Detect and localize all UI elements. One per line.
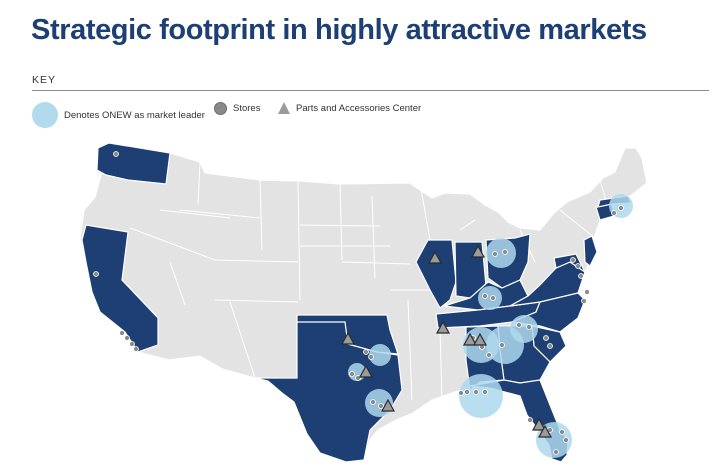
parts-center-florida-1	[531, 417, 547, 431]
store-dot	[526, 324, 532, 330]
store-dot	[584, 289, 590, 295]
parts-center-illinois	[427, 250, 443, 264]
parts-center-dallas	[358, 364, 374, 378]
parts-center-indiana	[470, 244, 486, 258]
leader-circle-georgia	[486, 326, 524, 364]
leader-circle-ohio	[486, 238, 516, 268]
parts-center-oklahoma	[340, 331, 356, 345]
store-dot	[378, 403, 384, 409]
store-dot	[563, 437, 569, 443]
store-dot	[355, 375, 361, 381]
store-dot	[482, 389, 488, 395]
legend-label-market-leader: Denotes ONEW as market leader	[64, 109, 205, 121]
legend-label-stores: Stores	[233, 103, 261, 114]
leader-circle-icon	[32, 102, 58, 128]
store-dot	[575, 263, 581, 269]
state-new-jersey	[583, 235, 598, 267]
store-dot	[133, 346, 139, 352]
parts-center-florida-2	[537, 424, 553, 438]
store-dot	[499, 342, 505, 348]
store-dot	[124, 335, 130, 341]
store-dot	[482, 293, 488, 299]
store-dot	[527, 417, 533, 423]
legend-market-leader: Denotes ONEW as market leader	[32, 102, 205, 128]
legend-label-parts-center: Parts and Accessories Center	[296, 102, 422, 114]
store-dot	[618, 205, 624, 211]
store-dot	[543, 335, 549, 341]
store-dot	[547, 343, 553, 349]
store-dot	[553, 449, 559, 455]
parts-center-houston	[380, 398, 396, 412]
store-dot	[486, 352, 492, 358]
store-dot	[363, 349, 369, 355]
store-dot	[349, 371, 355, 377]
state-illinois	[415, 239, 457, 309]
parts-centers	[340, 244, 553, 438]
parts-center-atlanta-2	[472, 332, 488, 346]
state-borders	[129, 161, 611, 401]
legend-stores: Stores	[214, 102, 260, 115]
parts-center-atlanta-1	[462, 332, 478, 346]
store-dot	[581, 298, 587, 304]
store-dot	[93, 271, 99, 277]
store-dot	[559, 429, 565, 435]
store-dot	[113, 151, 119, 157]
triangle-icon	[278, 102, 290, 114]
store-dot	[570, 257, 576, 263]
store-dot	[464, 389, 470, 395]
store-dot	[502, 249, 508, 255]
legend-parts-center: Parts and Accessories Center	[278, 102, 421, 114]
store-dot	[516, 322, 522, 328]
leader-circle-oklahoma	[369, 344, 391, 366]
parts-center-tennessee	[435, 320, 451, 334]
store-dot	[611, 210, 617, 216]
store-dot	[578, 273, 584, 279]
page-title: Strategic footprint in highly attractive…	[31, 14, 647, 46]
store-dot	[490, 295, 496, 301]
store-dot	[458, 390, 464, 396]
leader-circle-kentucky	[478, 286, 502, 310]
store-dot	[492, 251, 498, 257]
key-heading: KEY	[32, 74, 57, 86]
store-dot	[368, 354, 374, 360]
store-dot	[473, 389, 479, 395]
store-dot	[129, 341, 135, 347]
store-dot-icon	[214, 102, 227, 115]
store-dot	[370, 399, 376, 405]
store-locations	[93, 151, 624, 455]
store-dot	[119, 330, 125, 336]
leader-circle-gulf	[459, 374, 503, 418]
key-divider	[32, 90, 709, 91]
state-florida	[469, 379, 569, 463]
